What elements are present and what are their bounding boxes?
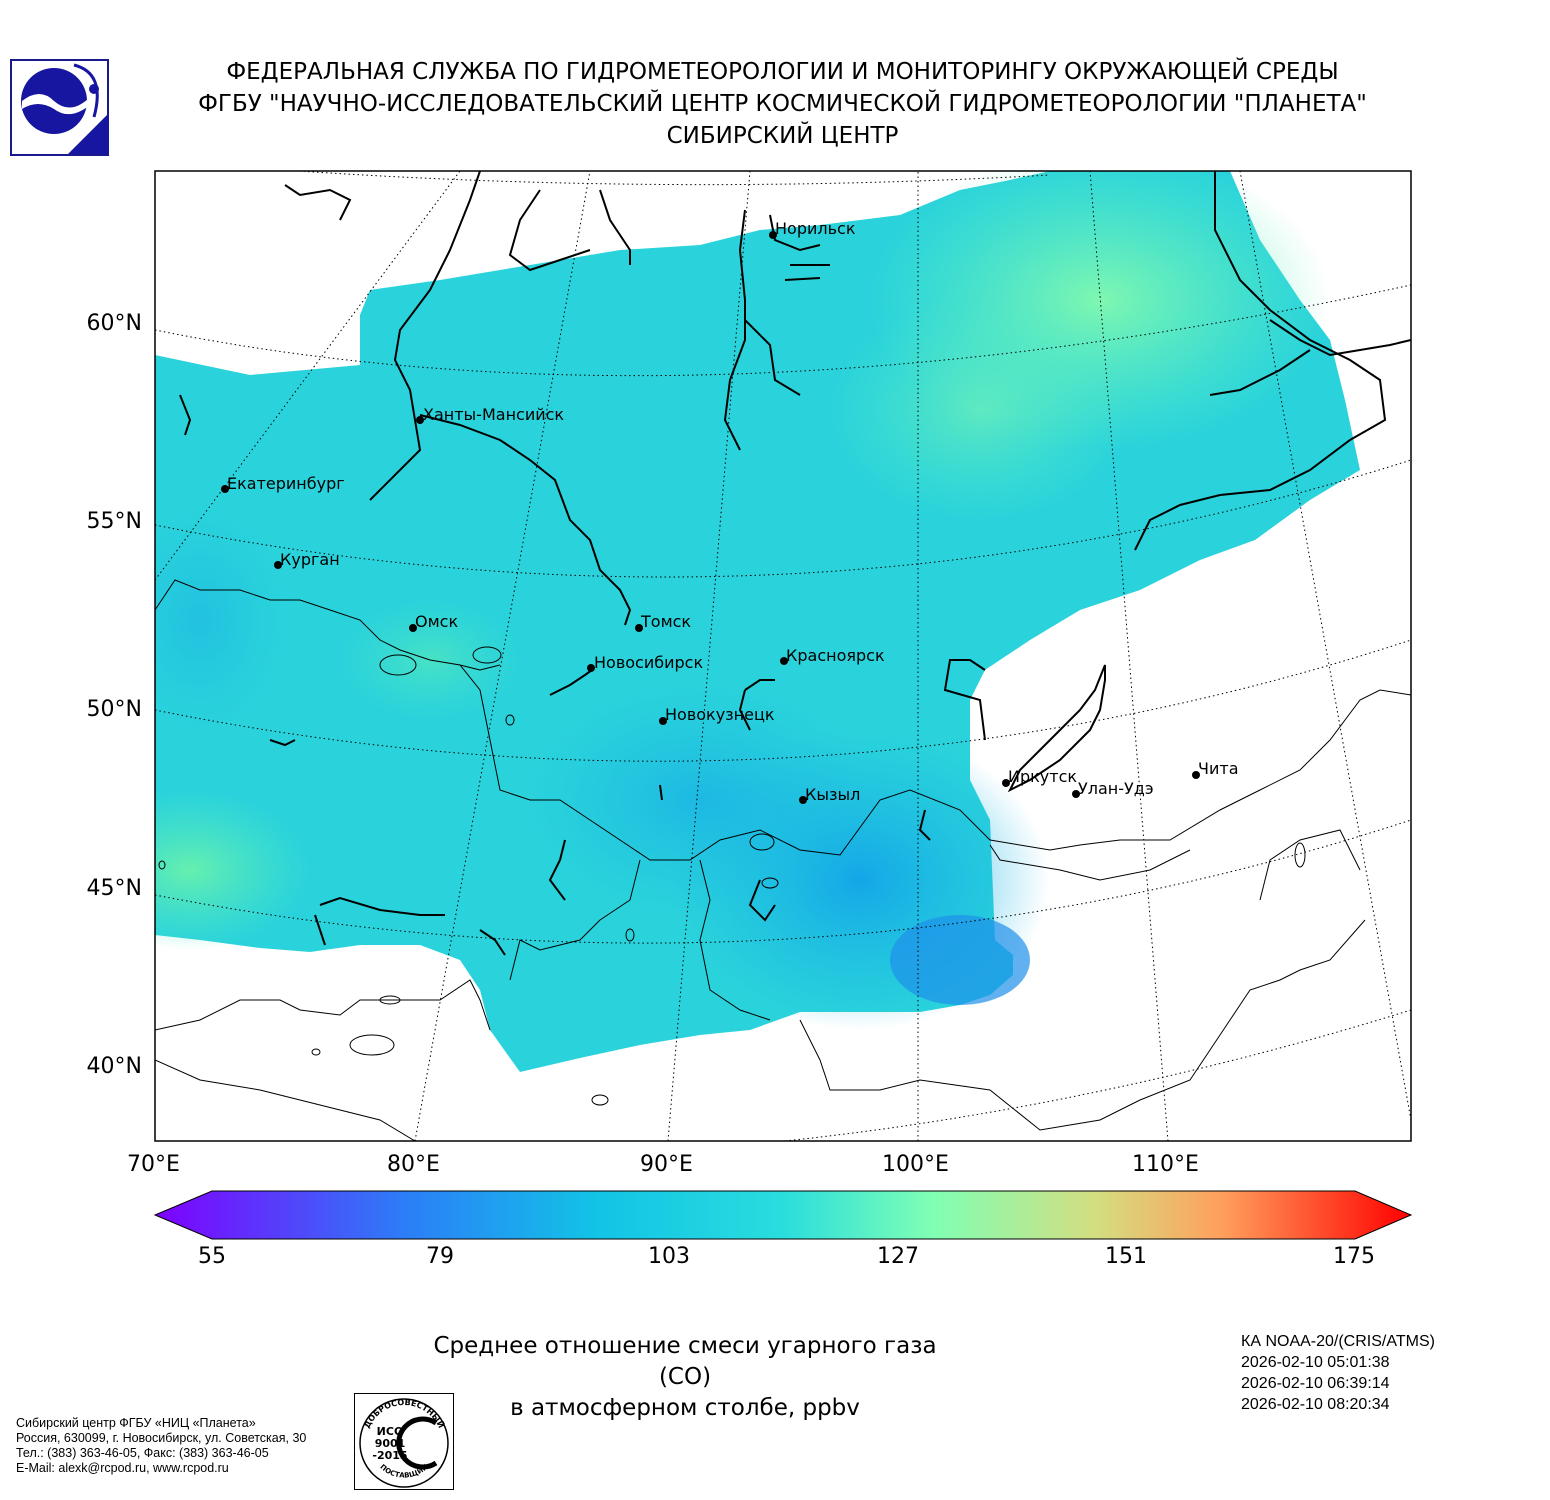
lat-label-55: 55°N — [86, 509, 142, 534]
footer-email: E-Mail: alexk@rcpod.ru, www.rcpod.ru — [16, 1461, 229, 1475]
city-krasnoyarsk: Красноярск — [780, 646, 885, 665]
svg-text:Норильск: Норильск — [775, 219, 856, 238]
city-irkutsk: Иркутск — [1002, 767, 1077, 787]
lat-label-60: 60°N — [86, 311, 142, 336]
city-novosibirsk: Новосибирск — [587, 653, 703, 672]
city-khanty-mansiysk: Ханты-Мансийск — [416, 405, 564, 424]
satellite-pass-3: 2026-02-10 08:20:34 — [1241, 1396, 1390, 1413]
city-markers: Норильск Ханты-Мансийск Екатеринбург Кур… — [221, 219, 1239, 804]
svg-text:Новокузнецк: Новокузнецк — [665, 705, 775, 724]
city-kurgan: Курган — [274, 550, 340, 569]
colorbar-tick-79: 79 — [426, 1244, 454, 1269]
city-tomsk: Томск — [635, 612, 691, 632]
footer-contacts: Сибирский центр ФГБУ «НИЦ «Планета» Росс… — [16, 1416, 306, 1476]
city-chita: Чита — [1192, 759, 1239, 779]
graticule-parallels — [155, 171, 1411, 1141]
colorbar-tick-127: 127 — [877, 1244, 919, 1269]
lon-label-110: 110°E — [1132, 1152, 1199, 1177]
map-area: Норильск Ханты-Мансийск Екатеринбург Кур… — [155, 171, 1411, 1141]
svg-text:Новосибирск: Новосибирск — [594, 653, 703, 672]
colorbar-tick-103: 103 — [648, 1244, 690, 1269]
svg-text:Красноярск: Красноярск — [786, 646, 885, 665]
header-line-agency: ФЕДЕРАЛЬНАЯ СЛУЖБА ПО ГИДРОМЕТЕОРОЛОГИИ … — [226, 59, 1339, 85]
caption-line-2: в атмосферном столбе, ppbv — [510, 1395, 860, 1421]
lakes — [158, 646, 1306, 1106]
satellite-info: КА NOAA-20/(CRIS/ATMS) 2026-02-10 05:01:… — [1241, 1331, 1435, 1415]
iso-line-1: ИСО — [377, 1425, 404, 1438]
city-novokuznetsk: Новокузнецк — [659, 705, 775, 725]
lat-label-40: 40°N — [86, 1054, 142, 1079]
lat-label-45: 45°N — [86, 876, 142, 901]
colorbar — [153, 1190, 1413, 1240]
svg-text:Курган: Курган — [280, 550, 340, 569]
city-yekaterinburg: Екатеринбург — [221, 474, 345, 493]
lon-label-80: 80°E — [387, 1152, 440, 1177]
svg-text:Иркутск: Иркутск — [1008, 767, 1077, 786]
satellite-pass-1: 2026-02-10 05:01:38 — [1241, 1354, 1390, 1371]
svg-text:Улан-Удэ: Улан-Удэ — [1078, 779, 1154, 798]
iso-certification-badge: ДОБРОСОВЕСТНЫЙ ПОСТАВЩИК ИСО 9001 -2015 — [354, 1393, 454, 1490]
lon-label-90: 90°E — [640, 1152, 693, 1177]
svg-text:Екатеринбург: Екатеринбург — [227, 474, 345, 493]
header: ФЕДЕРАЛЬНАЯ СЛУЖБА ПО ГИДРОМЕТЕОРОЛОГИИ … — [140, 56, 1425, 152]
svg-text:Кызыл: Кызыл — [805, 785, 860, 804]
lon-label-70: 70°E — [127, 1152, 180, 1177]
coastlines-rivers — [179, 171, 1411, 956]
planeta-logo — [10, 59, 109, 156]
iso-line-2: 9001 — [375, 1437, 406, 1450]
footer-address: Россия, 630099, г. Новосибирск, ул. Сове… — [16, 1431, 307, 1445]
co-high-region-southwest — [155, 790, 310, 950]
svg-text:Омск: Омск — [415, 612, 458, 631]
graticule-meridians — [155, 171, 1411, 1141]
svg-text:Чита: Чита — [1198, 759, 1239, 778]
iso-line-3: -2015 — [372, 1449, 407, 1462]
colorbar-bar — [153, 1190, 1413, 1240]
city-kyzyl: Кызыл — [799, 785, 860, 804]
map-frame — [154, 170, 1412, 1142]
city-ulan-ude: Улан-Удэ — [1072, 779, 1154, 798]
lat-label-50: 50°N — [86, 697, 142, 722]
header-line-institute: ФГБУ "НАУЧНО-ИССЛЕДОВАТЕЛЬСКИЙ ЦЕНТР КОС… — [198, 91, 1367, 117]
colorbar-tick-175: 175 — [1333, 1244, 1375, 1269]
footer-org: Сибирский центр ФГБУ «НИЦ «Планета» — [16, 1416, 256, 1430]
map-caption: Среднее отношение смеси угарного газа (C… — [430, 1331, 940, 1424]
footer-phone: Тел.: (383) 363-46-05, Факс: (383) 363-4… — [16, 1446, 269, 1460]
satellite-pass-2: 2026-02-10 06:39:14 — [1241, 1375, 1390, 1392]
country-borders — [155, 579, 1411, 1141]
colorbar-tick-55: 55 — [198, 1244, 226, 1269]
header-line-center: СИБИРСКИЙ ЦЕНТР — [666, 123, 899, 149]
lon-label-100: 100°E — [882, 1152, 949, 1177]
city-norilsk: Норильск — [769, 219, 856, 239]
svg-text:Томск: Томск — [640, 612, 691, 631]
colorbar-tick-151: 151 — [1105, 1244, 1147, 1269]
satellite-name: КА NOAA-20/(CRIS/ATMS) — [1241, 1333, 1435, 1350]
city-omsk: Омск — [409, 612, 458, 632]
svg-text:Ханты-Мансийск: Ханты-Мансийск — [423, 405, 564, 424]
caption-line-1: Среднее отношение смеси угарного газа (C… — [433, 1333, 937, 1390]
